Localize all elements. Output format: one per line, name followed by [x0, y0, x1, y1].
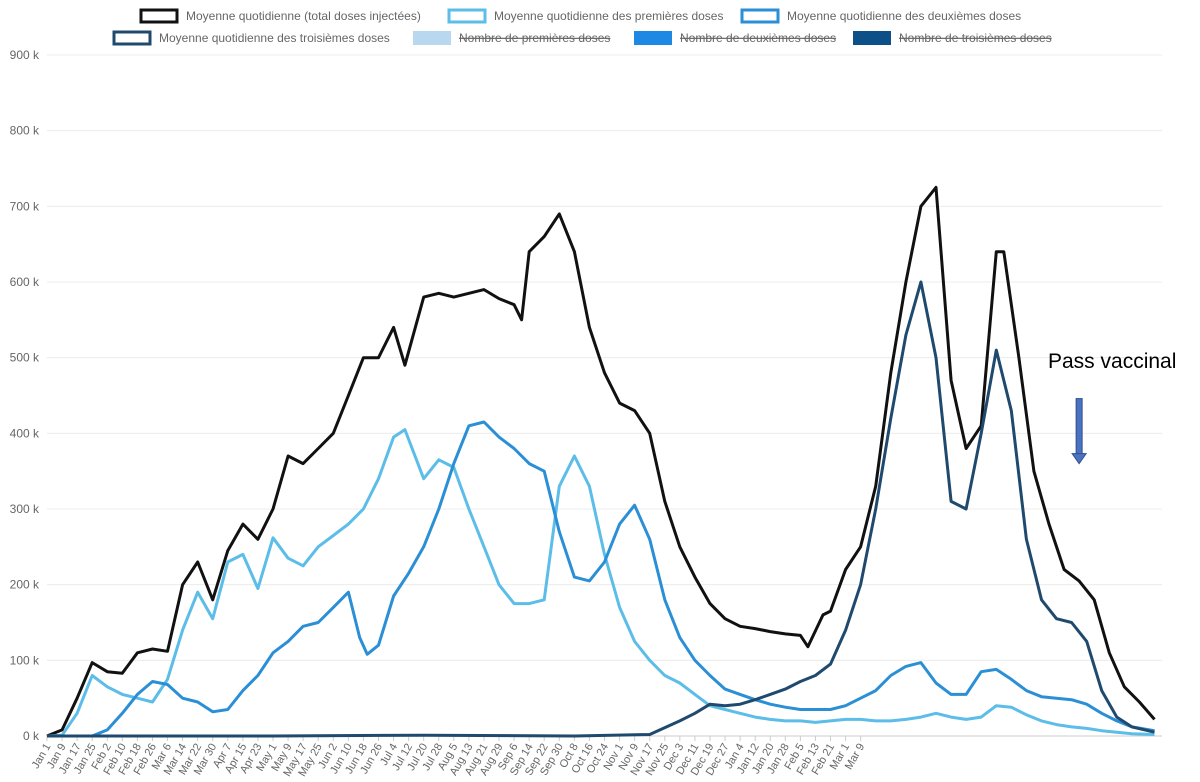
legend-swatch: [853, 31, 891, 45]
legend: Moyenne quotidienne (total doses injecté…: [112, 8, 1052, 46]
legend-label: Moyenne quotidienne des premières doses: [494, 9, 723, 23]
legend-item-6[interactable]: Nombre de deuxièmes doses: [634, 31, 836, 45]
legend-swatch: [112, 30, 152, 46]
series-line-3: [47, 420, 1155, 738]
y-tick-label: 500 k: [10, 351, 40, 365]
legend-item-1[interactable]: Moyenne quotidienne (total doses injecté…: [139, 8, 421, 24]
legend-swatch: [634, 31, 672, 45]
legend-swatch: [740, 8, 780, 24]
y-tick-label: 0 k: [23, 729, 40, 743]
y-tick-label: 100 k: [10, 653, 40, 667]
legend-item-2[interactable]: Moyenne quotidienne des premières doses: [447, 8, 723, 24]
y-axis-ticks: 0 k 100 k 200 k 300 k 400 k 500 k 600 k 700 k 80…: [10, 48, 40, 743]
legend-label: Nombre de premières doses: [459, 31, 610, 45]
series-line-4: [47, 280, 1155, 738]
legend-swatch: [447, 8, 487, 24]
series-line-1: [46, 185, 1156, 738]
y-tick-label: 300 k: [10, 502, 40, 516]
legend-item-5[interactable]: Nombre de premières doses: [413, 31, 610, 45]
annotation-arrow: [1071, 398, 1088, 465]
legend-item-7[interactable]: Nombre de troisièmes doses: [853, 31, 1052, 45]
y-tick-label: 400 k: [10, 426, 40, 440]
legend-label: Moyenne quotidienne des deuxièmes doses: [787, 9, 1021, 23]
legend-label: Nombre de troisièmes doses: [899, 31, 1052, 45]
y-tick-label: 900 k: [10, 48, 40, 62]
series-line-2: [46, 428, 1155, 738]
arrow-head: [1071, 453, 1088, 465]
legend-swatch: [413, 31, 451, 45]
legend-label: Moyenne quotidienne (total doses injecté…: [186, 9, 421, 23]
annotation-text: Pass vaccinal: [1048, 350, 1176, 373]
legend-swatch: [139, 8, 179, 24]
legend-label: Moyenne quotidienne des troisièmes doses: [159, 31, 390, 45]
legend-label: Nombre de deuxièmes doses: [680, 31, 836, 45]
y-tick-label: 600 k: [10, 275, 40, 289]
arrow-shaft: [1075, 398, 1083, 456]
y-tick-label: 800 k: [10, 124, 40, 138]
annotation-group: Pass vaccinal: [1048, 350, 1176, 465]
gridlines: [47, 54, 1162, 737]
y-tick-label: 700 k: [10, 199, 40, 213]
series-lines: [46, 185, 1156, 738]
y-tick-label: 200 k: [10, 578, 40, 592]
legend-item-4[interactable]: Moyenne quotidienne des troisièmes doses: [112, 30, 390, 46]
legend-item-3[interactable]: Moyenne quotidienne des deuxièmes doses: [740, 8, 1021, 24]
